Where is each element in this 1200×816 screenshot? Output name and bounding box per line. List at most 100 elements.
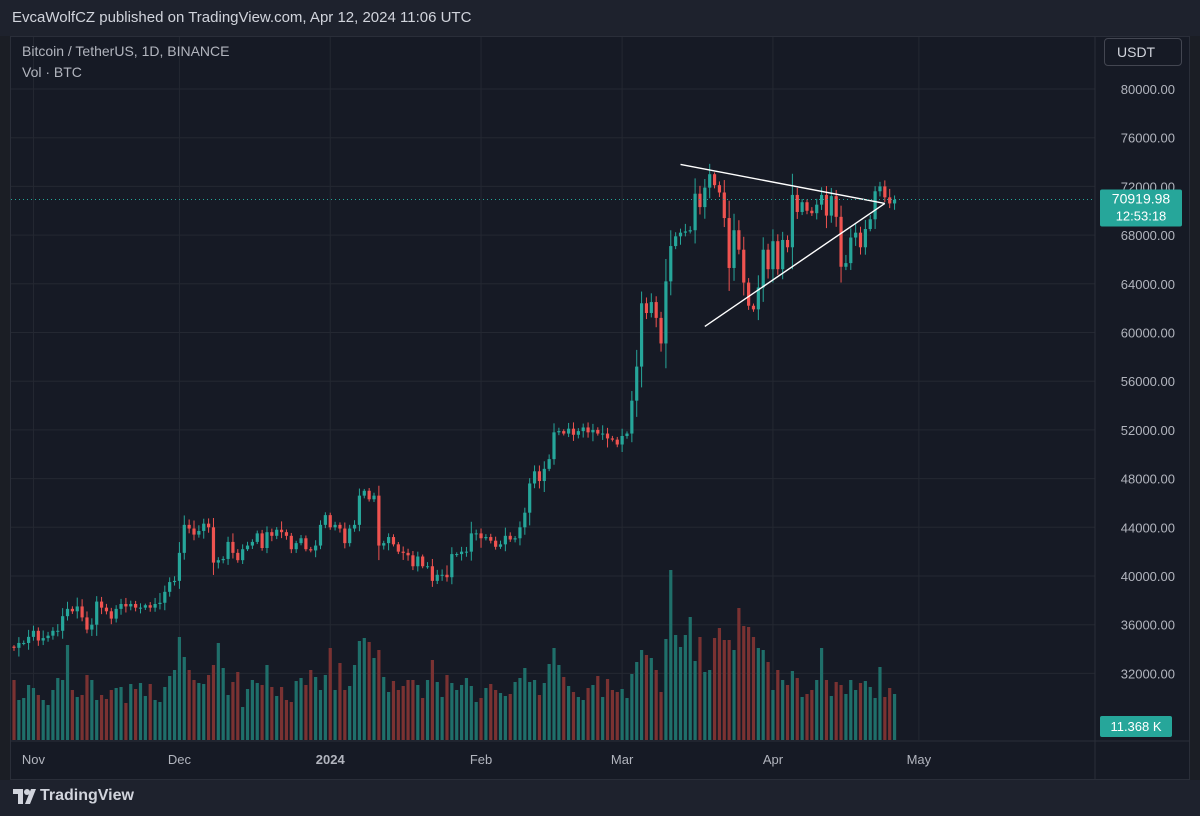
candle-body [416, 556, 420, 567]
footer-bar [0, 780, 1200, 816]
candle-body [202, 523, 206, 531]
candle-body [134, 604, 138, 608]
volume-bar [785, 685, 790, 740]
candle-body [104, 607, 109, 612]
volume-bar [211, 665, 216, 740]
candle-body [596, 429, 600, 434]
volume-bar [134, 689, 138, 740]
volume-bar [635, 662, 639, 740]
volume-bar [377, 650, 381, 740]
triangle-upper-line [680, 163, 885, 205]
candle-body [211, 527, 216, 563]
volume-value-badge [1100, 716, 1172, 737]
candle-body [810, 210, 814, 214]
candle-body [41, 638, 45, 641]
y-tick-label: 48000.00 [1121, 472, 1175, 487]
candle-body [445, 574, 449, 578]
candle-body [552, 432, 556, 460]
candle-body [119, 604, 123, 609]
volume-bar [815, 680, 819, 740]
volume-bar [824, 680, 829, 740]
volume-bar [625, 698, 629, 740]
volume-bar [391, 681, 396, 740]
volume-bar [596, 676, 600, 740]
volume-bar [158, 702, 162, 740]
candle-body [508, 535, 512, 540]
candle-body [90, 624, 94, 630]
tradingview-logo-icon[interactable] [12, 787, 36, 805]
candle-body [61, 616, 65, 631]
candle-body [800, 202, 804, 212]
volume-bar [620, 689, 624, 740]
candle-body [781, 239, 785, 270]
candle-body [795, 194, 799, 212]
tradingview-brand[interactable]: TradingView [40, 787, 134, 804]
volume-bar [85, 675, 89, 740]
volume-bar [567, 686, 571, 740]
candle-body [323, 515, 327, 525]
volume-bar [576, 697, 580, 740]
triangle-lower-line [704, 202, 886, 327]
volume-bar [421, 698, 425, 740]
volume-bar [163, 687, 167, 740]
candle-body [435, 574, 439, 581]
publish-bar: EvcaWolfCZ published on TradingView.com,… [0, 0, 1200, 36]
volume-bar [70, 690, 74, 740]
candle-body [401, 551, 405, 553]
volume-bar [177, 637, 182, 740]
candle-body [318, 524, 323, 546]
volume-bar [508, 694, 512, 740]
candle-body [717, 185, 722, 193]
volume-bar [464, 678, 469, 740]
candle-body [649, 302, 653, 314]
candle-body [114, 608, 118, 619]
volume-bar [284, 700, 289, 740]
candle-body [576, 431, 580, 435]
x-tick-label: Nov [22, 752, 46, 767]
candle-body [703, 187, 707, 208]
candle-body [873, 191, 877, 220]
volume-bar [878, 667, 882, 740]
candle-body [819, 194, 824, 205]
candle-body [245, 545, 250, 550]
chart-frame [10, 36, 1190, 780]
volume-bar [216, 643, 220, 740]
volume-bar [742, 626, 746, 740]
candle-body [708, 174, 712, 188]
volume-bar [31, 688, 36, 740]
volume-bar [304, 685, 308, 740]
volume-bar [708, 670, 712, 740]
candle-body [270, 532, 274, 536]
volume-bar [221, 668, 225, 740]
candle-body [65, 608, 70, 617]
volume-bar [275, 696, 279, 740]
candle-body [883, 186, 887, 198]
candle-body [659, 317, 663, 344]
volume-bar [858, 683, 863, 740]
volume-bar [207, 675, 211, 740]
candle-body [513, 538, 517, 540]
volume-bar [498, 693, 503, 740]
volume-bar [333, 690, 337, 740]
volume-bar [766, 662, 770, 740]
volume-indicator-label[interactable]: Vol · BTC [22, 64, 82, 80]
volume-bar [12, 680, 16, 740]
candle-body [688, 230, 692, 232]
volume-bar [226, 695, 230, 740]
x-tick-label: May [907, 752, 932, 767]
volume-bar [129, 684, 133, 740]
candle-body [620, 435, 624, 445]
candle-body [489, 537, 493, 541]
candle-body [518, 527, 522, 539]
volume-bar [382, 677, 386, 740]
volume-bar [260, 685, 264, 740]
candle-body [834, 196, 838, 217]
candle-body [56, 630, 60, 632]
symbol-title: Bitcoin / TetherUS, 1D, BINANCE [22, 43, 230, 59]
y-tick-label: 36000.00 [1121, 618, 1175, 633]
candle-body [854, 232, 858, 238]
candle-body [51, 630, 55, 636]
candle-body [639, 303, 644, 367]
currency-button[interactable]: USDT [1104, 38, 1182, 66]
